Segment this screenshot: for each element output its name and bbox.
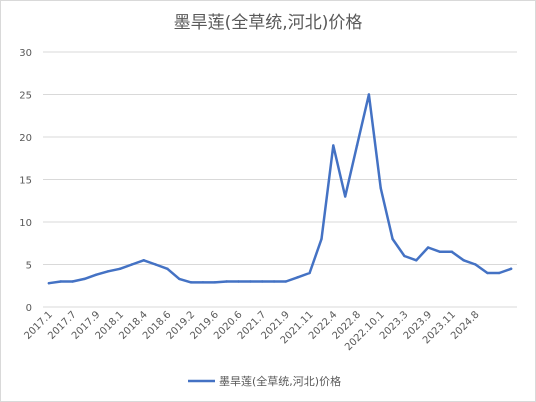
data-point: [142, 259, 145, 262]
data-point: [213, 281, 217, 284]
y-tick-label: 25: [19, 91, 32, 102]
data-point: [71, 280, 74, 283]
data-point: [83, 277, 86, 281]
data-point: [320, 237, 323, 241]
series-layer: [47, 93, 513, 285]
data-point: [438, 250, 442, 253]
legend-label: 墨旱莲(全草统,河北)价格: [219, 374, 341, 388]
y-tick-label: 0: [26, 303, 32, 314]
data-point: [391, 237, 394, 241]
gridlines: [43, 51, 517, 308]
data-point: [415, 259, 418, 262]
data-point: [47, 282, 51, 285]
data-point: [403, 254, 406, 258]
data-point: [130, 263, 134, 266]
data-point: [332, 144, 335, 147]
y-tick-label: 20: [19, 133, 32, 144]
data-point: [462, 259, 465, 262]
data-point: [106, 270, 110, 273]
data-point: [201, 281, 205, 284]
data-point: [178, 277, 181, 281]
data-point: [296, 276, 299, 279]
data-point: [509, 267, 513, 270]
data-point: [118, 267, 122, 270]
data-point: [343, 195, 347, 198]
data-point: [367, 93, 371, 96]
data-point: [249, 280, 252, 283]
data-point: [308, 271, 311, 275]
series-line: [47, 93, 513, 285]
data-point: [426, 246, 430, 249]
chart-title: 墨旱莲(全草统,河北)价格: [174, 13, 363, 33]
data-point: [498, 271, 501, 275]
y-tick-label: 15: [19, 176, 32, 187]
x-axis-ticks: 2017.12017.72017.92018.12018.42018.62019…: [23, 309, 482, 353]
data-point: [355, 144, 359, 147]
data-point: [237, 280, 240, 283]
y-axis-ticks: 0 5 10 15 20 25 30: [19, 48, 32, 314]
legend: 墨旱莲(全草统,河北)价格: [188, 374, 341, 388]
data-point: [486, 271, 489, 275]
data-point: [95, 273, 98, 276]
data-point: [154, 263, 157, 266]
data-point: [284, 280, 288, 283]
data-point: [261, 280, 264, 283]
data-point: [379, 186, 382, 190]
data-point: [59, 280, 62, 283]
data-point: [166, 267, 169, 270]
data-point: [272, 280, 276, 283]
y-tick-label: 30: [19, 48, 32, 59]
y-tick-label: 5: [26, 261, 32, 272]
data-point: [450, 250, 454, 253]
data-point: [225, 280, 228, 283]
y-tick-label: 10: [19, 218, 32, 229]
data-point: [189, 281, 193, 284]
data-point: [474, 263, 477, 266]
